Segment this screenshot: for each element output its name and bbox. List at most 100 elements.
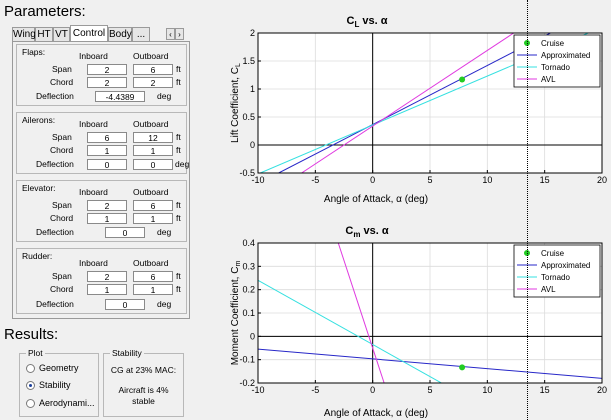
elevator-span-inboard-field[interactable]: 2: [87, 200, 127, 211]
ailerons-span-inboard-field[interactable]: 6: [87, 132, 127, 143]
ailerons-inboard-header: Inboard: [79, 119, 108, 129]
cl-series-approximated: [278, 33, 551, 173]
plot-panel-title: Plot: [26, 348, 45, 358]
cl-y-tick-label: 1.5: [242, 56, 255, 66]
tab-wing[interactable]: Wing: [12, 27, 36, 41]
aerodynamics-radio[interactable]: [26, 399, 35, 408]
rudder-span-outboard-field[interactable]: 6: [133, 271, 173, 282]
cl-legend-label-approximated: Approximated: [541, 51, 590, 60]
elevator-chord-unit: ft: [176, 213, 181, 223]
tab-next-button[interactable]: ›: [175, 28, 184, 40]
cm-y-axis-label: Moment Coefficient, Cm: [230, 261, 242, 366]
tab-more[interactable]: ...: [132, 27, 150, 41]
elevator-span-label: Span: [52, 200, 72, 210]
flaps-chord-inboard-field[interactable]: 2: [87, 77, 127, 88]
tab-vt[interactable]: VT: [53, 27, 70, 41]
elevator-span-outboard-field[interactable]: 6: [133, 200, 173, 211]
ailerons-span-outboard-field[interactable]: 12: [133, 132, 173, 143]
cm-y-tick-label: 0.4: [242, 238, 255, 248]
ailerons-deflection-inboard-field[interactable]: 0: [87, 159, 127, 170]
tab-body[interactable]: Body: [108, 27, 132, 41]
ailerons-chord-unit: ft: [176, 145, 181, 155]
elevator-chord-inboard-field[interactable]: 1: [87, 213, 127, 224]
cl-legend-label-cruise: Cruise: [541, 39, 565, 48]
ailerons-chord-label: Chord: [50, 145, 74, 155]
elevator-chord-outboard-field[interactable]: 1: [133, 213, 173, 224]
ailerons-group: Ailerons: Inboard Outboard Span 6 12 ft …: [16, 112, 190, 174]
cm-legend-label-tornado: Tornado: [541, 273, 570, 282]
flaps-chord-outboard-field[interactable]: 2: [133, 77, 173, 88]
stability-margin-text: Aircraft is 4%: [118, 385, 169, 395]
cm-series-group: [258, 243, 602, 383]
geometry-radio[interactable]: [26, 364, 35, 373]
elevator-span-unit: ft: [176, 200, 181, 210]
cl-x-tick-label: 15: [540, 175, 550, 185]
parameters-title: Parameters:: [4, 3, 86, 20]
cl-x-tick-label: 5: [427, 175, 432, 185]
flaps-inboard-header: Inboard: [79, 51, 108, 61]
cl-chart-title: CL vs. α: [346, 15, 387, 29]
flaps-deflection-field[interactable]: -4.4389: [95, 91, 145, 102]
elevator-group: Elevator: Inboard Outboard Span 2 6 ft C…: [16, 180, 187, 242]
elevator-deflection-unit: deg: [157, 227, 172, 237]
cg-location-text: CG at 23% MAC:: [110, 365, 177, 375]
stability-panel: Stability CG at 23% MAC: Aircraft is 4% …: [103, 348, 184, 417]
cm-series-avl: [337, 243, 385, 383]
cm-legend-label-approximated: Approximated: [541, 261, 590, 270]
rudder-inboard-header: Inboard: [79, 258, 108, 268]
rudder-chord-outboard-field[interactable]: 1: [133, 284, 173, 295]
cl-x-tick-label: -10: [251, 175, 264, 185]
ailerons-span-unit: ft: [176, 132, 181, 142]
elevator-outboard-header: Outboard: [133, 187, 169, 197]
ailerons-chord-inboard-field[interactable]: 1: [87, 145, 127, 156]
moment-coefficient-chart: Cm vs. α Angle of Attack, α (deg) Moment…: [230, 225, 607, 419]
cm-x-tick-label: 0: [370, 385, 375, 395]
cl-x-tick-label: 0: [370, 175, 375, 185]
tab-control[interactable]: Control: [70, 25, 108, 41]
geometry-radio-label[interactable]: Geometry: [39, 363, 79, 373]
cm-x-tick-label: -5: [311, 385, 319, 395]
cl-y-tick-label: 0: [250, 140, 255, 150]
ailerons-outboard-header: Outboard: [133, 119, 169, 129]
cm-y-tick-label: 0.2: [242, 285, 255, 295]
flaps-title: Flaps:: [22, 47, 46, 57]
cm-legend: Cruise Approximated Tornado AVL: [513, 244, 601, 298]
aerodynamics-radio-label[interactable]: Aerodynami...: [39, 398, 95, 408]
tab-prev-button[interactable]: ‹: [166, 28, 175, 40]
rudder-chord-label: Chord: [50, 284, 74, 294]
rudder-title: Rudder:: [22, 251, 53, 261]
cm-series-tornado: [258, 279, 442, 383]
stability-radio-label[interactable]: Stability: [39, 380, 71, 390]
ailerons-title: Ailerons:: [22, 115, 56, 125]
ailerons-chord-outboard-field[interactable]: 1: [133, 145, 173, 156]
cm-legend-label-avl: AVL: [541, 285, 556, 294]
ailerons-deflection-unit: deg: [175, 159, 190, 169]
flaps-chord-label: Chord: [50, 77, 74, 87]
flaps-span-label: Span: [52, 64, 72, 74]
rudder-group: Rudder: Inboard Outboard Span 2 6 ft Cho…: [16, 248, 187, 314]
cm-x-axis-label: Angle of Attack, α (deg): [324, 408, 428, 419]
rudder-span-inboard-field[interactable]: 2: [87, 271, 127, 282]
rudder-span-label: Span: [52, 271, 72, 281]
elevator-deflection-field[interactable]: 0: [105, 227, 145, 238]
cl-y-tick-label: 2: [250, 28, 255, 38]
cm-chart-title: Cm vs. α: [345, 225, 388, 239]
flaps-span-inboard-field[interactable]: 2: [87, 64, 127, 75]
ailerons-deflection-outboard-field[interactable]: 0: [133, 159, 173, 170]
tab-ht[interactable]: HT: [35, 27, 53, 41]
rudder-chord-inboard-field[interactable]: 1: [87, 284, 127, 295]
flaps-outboard-header: Outboard: [133, 51, 169, 61]
elevator-chord-label: Chord: [50, 213, 74, 223]
rudder-deflection-field[interactable]: 0: [105, 299, 145, 310]
stability-radio[interactable]: [26, 381, 35, 390]
flaps-span-outboard-field[interactable]: 6: [133, 64, 173, 75]
elevator-inboard-header: Inboard: [79, 187, 108, 197]
cm-y-tick-label: 0: [250, 331, 255, 341]
rudder-chord-unit: ft: [176, 284, 181, 294]
cl-y-tick-label: 1: [250, 84, 255, 94]
cm-x-tick-label: -10: [251, 385, 264, 395]
results-title: Results:: [4, 326, 59, 343]
cm-point-cruise: [459, 364, 466, 371]
cm-x-tick-label: 5: [427, 385, 432, 395]
elevator-deflection-label: Deflection: [36, 227, 74, 237]
